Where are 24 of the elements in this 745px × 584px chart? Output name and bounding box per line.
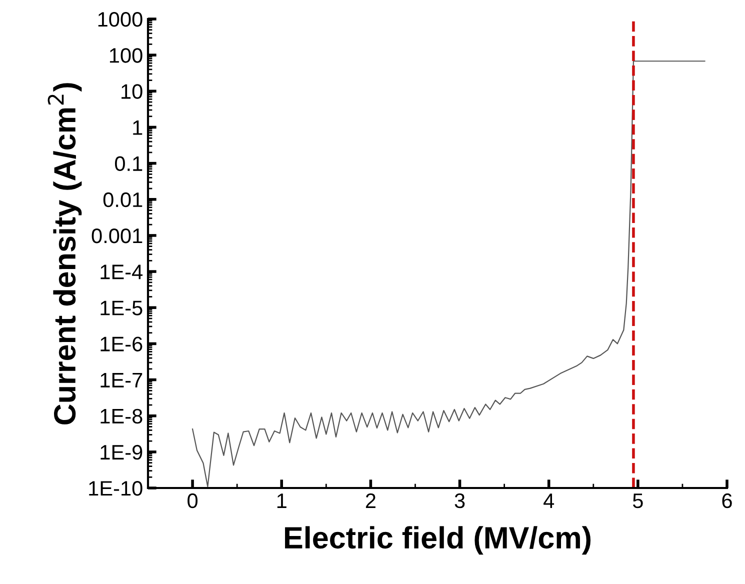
x-tick-label: 3	[454, 493, 465, 508]
y-tick-label: 10	[122, 84, 142, 99]
y-tick-label: 1E-10	[89, 481, 142, 496]
x-tick-label: 1	[277, 494, 286, 508]
x-tick-label: 4	[544, 494, 554, 508]
line-series	[192, 60, 706, 488]
y-tick-label: 0.01	[103, 192, 142, 208]
y-tick-label: 0.1	[114, 156, 142, 172]
y-tick-label: 1E-7	[100, 372, 142, 388]
x-axis-title: Electric field (MV/cm)	[285, 526, 591, 555]
x-tick-label: 5	[632, 494, 643, 508]
y-axis-title: Current density (A/cm$^{2}$)	[48, 83, 82, 424]
y-tick-label: 100	[110, 48, 142, 63]
y-tick-label: 1	[133, 120, 142, 135]
y-tick-label: 1000	[98, 12, 142, 27]
x-tick-label: 6	[722, 493, 732, 508]
y-tick-label: 1E-6	[100, 336, 142, 352]
y-tick-label: 1E-4	[100, 264, 143, 280]
y-tick-label: 0.001	[92, 228, 142, 244]
y-tick-label: 1E-9	[100, 444, 142, 460]
y-tick-label: 1E-8	[100, 408, 142, 424]
x-tick-label: 0	[188, 493, 198, 508]
x-tick-label: 2	[366, 493, 376, 508]
y-tick-label: 1E-5	[100, 300, 142, 316]
